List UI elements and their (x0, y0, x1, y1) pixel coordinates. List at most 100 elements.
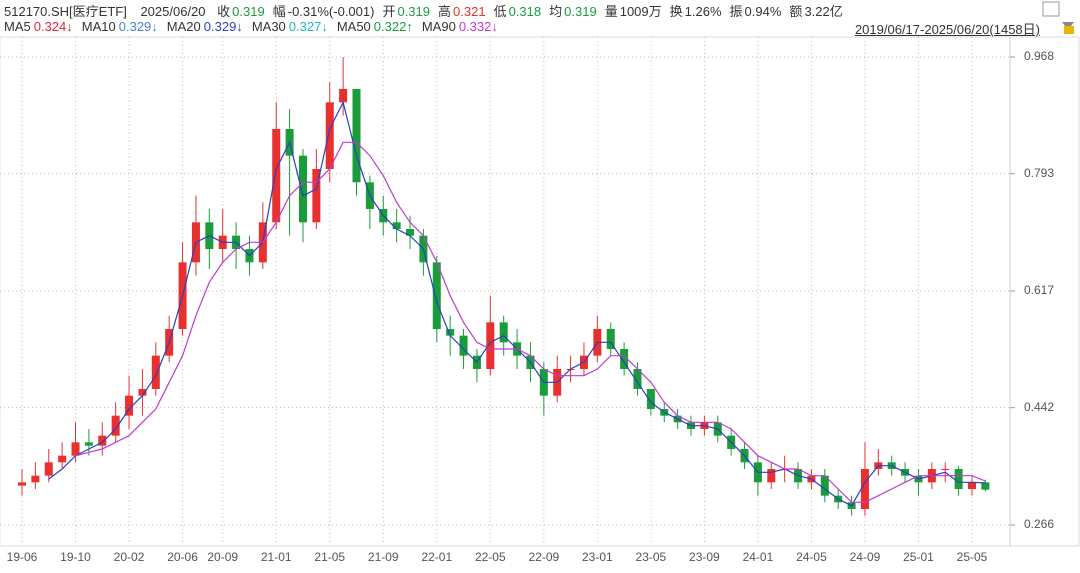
ma-name: MA20 (166, 19, 201, 34)
y-tick-label: 0.266 (1024, 517, 1054, 531)
candle-body (446, 329, 455, 336)
candle-body (392, 222, 401, 229)
quote-label: 量 (604, 4, 618, 19)
candle-body (312, 169, 321, 223)
x-tick-label: 19-10 (60, 550, 91, 564)
candle-body (84, 442, 93, 446)
quote-value: 0.319 (564, 4, 597, 19)
candle-body (620, 349, 629, 369)
x-tick-label: 24-01 (743, 550, 774, 564)
quote-value: 1.26% (684, 4, 722, 19)
y-tick-label: 0.968 (1024, 49, 1054, 63)
icon-wp[interactable] (1042, 1, 1060, 17)
ma-line (75, 141, 986, 503)
x-tick-label: 23-09 (689, 550, 720, 564)
quote-label: 高 (438, 4, 452, 19)
candle-body (58, 455, 67, 463)
symbol: 512170.SH[医疗ETF] (4, 4, 127, 19)
candle-body (138, 389, 147, 396)
candle-body (98, 435, 107, 446)
ma-line (48, 100, 986, 507)
quote-label: 开 (382, 4, 396, 19)
ma-arrow: ↓ (236, 19, 243, 34)
ma-name: MA50 (336, 19, 371, 34)
candle-body (646, 389, 655, 409)
quote-label: 幅 (272, 4, 286, 19)
candle-body (981, 482, 990, 490)
candle-body (406, 229, 415, 236)
quote-label: 均 (549, 4, 563, 19)
x-tick-label: 23-05 (636, 550, 667, 564)
plot-frame (0, 36, 1080, 547)
candle-body (767, 469, 776, 483)
lock-icon[interactable] (1064, 26, 1074, 34)
x-tick-label: 24-05 (796, 550, 827, 564)
quote-value: 1009万 (619, 4, 662, 19)
quote-label: 低 (493, 4, 507, 19)
quote-value: 0.321 (453, 4, 486, 19)
ma-name: MA90 (421, 19, 456, 34)
candle-body (71, 442, 80, 456)
candle-body (298, 155, 307, 223)
x-tick-label: 22-05 (475, 550, 506, 564)
y-tick-label: 0.442 (1024, 400, 1054, 414)
y-tick-label: 0.793 (1024, 166, 1054, 180)
candle-body (31, 475, 40, 483)
candle-body (125, 395, 134, 416)
ma-arrow: ↓ (66, 19, 73, 34)
candle-body (111, 415, 120, 436)
ma-value: 0.329 (118, 19, 152, 34)
candle-body (44, 462, 53, 476)
quote-value: -0.31%(-0.001) (287, 4, 375, 19)
quote-value: 0.319 (397, 4, 431, 19)
candle-body (941, 469, 950, 470)
candle-body (151, 355, 160, 389)
quote-label: 换 (669, 4, 683, 19)
ma-arrow: ↓ (321, 19, 328, 34)
x-tick-label: 21-05 (314, 550, 345, 564)
x-tick-label: 20-06 (167, 550, 198, 564)
candle-body (18, 482, 26, 486)
candle-body (339, 89, 348, 103)
x-tick-label: 19-06 (7, 550, 38, 564)
quote-value: 0.318 (508, 4, 542, 19)
candle-body (820, 475, 829, 496)
ma-name: MA5 (4, 19, 31, 34)
quote-label: 额 (789, 4, 803, 19)
candle-body (325, 102, 334, 169)
quote-date: 2025/06/20 (140, 4, 206, 19)
x-tick-label: 25-05 (957, 550, 988, 564)
x-tick-label: 20-02 (114, 550, 145, 564)
quote-label: 收 (217, 4, 231, 19)
ma-name: MA30 (251, 19, 286, 34)
candle-body (860, 469, 869, 509)
x-tick-label: 21-09 (368, 550, 399, 564)
y-tick-label: 0.617 (1024, 283, 1054, 297)
ma-arrow: ↑ (406, 19, 413, 34)
candle-body (606, 329, 615, 349)
date-range[interactable]: 2019/06/17-2025/06/20(1458日) (854, 22, 1040, 37)
candle-body (633, 369, 642, 389)
x-tick-label: 25-01 (903, 550, 934, 564)
quote-value: 0.94% (744, 4, 782, 19)
candle-body (432, 262, 441, 329)
ma-arrow: ↓ (151, 19, 158, 34)
candle-body (954, 469, 963, 489)
x-tick-label: 23-01 (582, 550, 613, 564)
ma-value: 0.332 (458, 19, 492, 34)
quote-label: 振 (729, 4, 743, 19)
ma-name: MA10 (81, 19, 116, 34)
candle-body (499, 322, 508, 343)
ma-value: 0.322 (373, 19, 407, 34)
ma-arrow: ↓ (491, 19, 498, 34)
candle-body (486, 322, 495, 369)
candle-body (272, 129, 281, 223)
x-tick-label: 21-01 (261, 550, 292, 564)
ma-value: 0.324 (33, 19, 67, 34)
x-tick-label: 22-01 (421, 550, 452, 564)
ma-legend: MA5 0.324↓ MA10 0.329↓ MA20 0.329↓ MA30 0.327↓ M… (4, 19, 507, 34)
ma-value: 0.327 (288, 19, 322, 34)
candle-body (459, 335, 468, 356)
quote-value: 0.319 (232, 4, 265, 19)
